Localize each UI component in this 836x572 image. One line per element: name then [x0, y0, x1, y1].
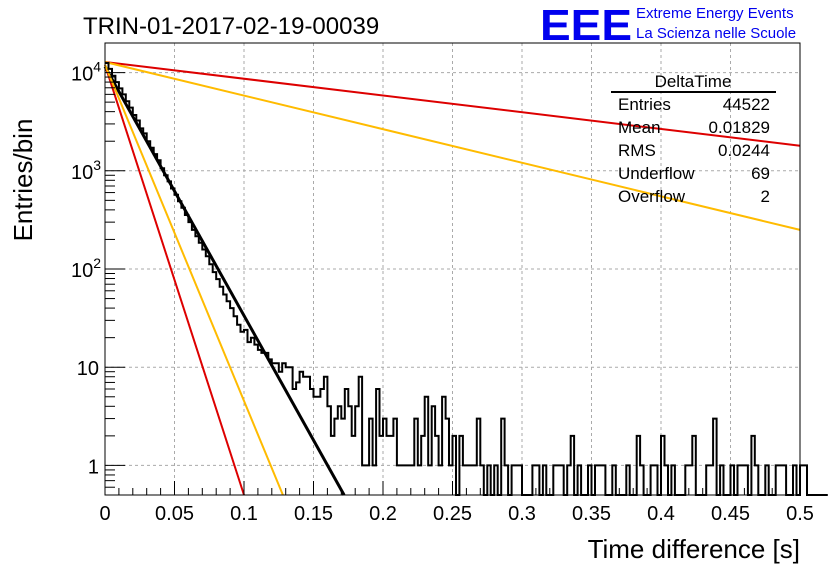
y-tick-label: 103: [71, 157, 101, 184]
grid: [105, 43, 800, 495]
x-axis-label: Time difference [s]: [588, 534, 800, 564]
y-tick-label: 10: [77, 358, 99, 380]
fit-curves: [103, 61, 801, 496]
histogram-outline: [105, 62, 828, 496]
fit-curve-4: [104, 61, 801, 147]
y-tick-labels: 1 10 102 103 104: [71, 59, 101, 479]
x-tick-label: 0.2: [369, 503, 397, 525]
run-title: TRIN-01-2017-02-19-00039: [83, 13, 379, 40]
x-tick-label: 0.35: [572, 503, 611, 525]
logo-line2: La Scienza nelle Scuole: [636, 25, 796, 42]
stats-row-value: 0.01829: [709, 118, 770, 137]
stats-title: DeltaTime: [655, 72, 732, 91]
fit-curve-3: [104, 64, 284, 496]
logo-line1: Extreme Energy Events: [636, 5, 794, 22]
stats-row-value: 2: [761, 187, 770, 206]
axis-ticks: [104, 42, 801, 496]
stats-row-value: 44522: [723, 95, 770, 114]
fit-curve-2: [104, 64, 245, 496]
stats-row-label: Mean: [618, 118, 661, 137]
histogram: [105, 62, 828, 496]
x-tick-label: 0.45: [711, 503, 750, 525]
x-tick-label: 0.3: [508, 503, 536, 525]
stats-row-value: 69: [751, 164, 770, 183]
y-tick-label: 1: [88, 456, 99, 478]
fit-curve-1: [103, 65, 346, 496]
eee-logo: EEE: [540, 1, 632, 50]
x-tick-label: 0.05: [155, 503, 194, 525]
stats-row-value: 0.0244: [718, 141, 770, 160]
stats-row-label: Underflow: [618, 164, 695, 183]
y-axis-label: Entries/bin: [8, 119, 38, 242]
stats-row-label: RMS: [618, 141, 656, 160]
stats-row-label: Overflow: [618, 187, 686, 206]
stats-rows: Entries 44522 Mean 0.01829 RMS 0.0244 Underflo…: [618, 95, 770, 206]
x-tick-label: 0.1: [230, 503, 258, 525]
fit-curve-5: [104, 61, 801, 231]
y-tick-label: 102: [71, 255, 101, 282]
x-tick-label: 0.4: [647, 503, 675, 525]
stats-box: DeltaTime Entries 44522 Mean 0.01829 RMS 0.02…: [611, 72, 776, 206]
x-tick-label: 0.15: [294, 503, 333, 525]
y-tick-label: 104: [71, 59, 101, 86]
plot-area: 0 0.05 0.1 0.15 0.2 0.25 0.3 0.35 0.4 0.45 0.5 1 10…: [71, 42, 828, 525]
stats-row-label: Entries: [618, 95, 671, 114]
x-tick-label: 0.25: [433, 503, 472, 525]
x-tick-label: 0: [99, 503, 110, 525]
x-tick-label: 0.5: [786, 503, 814, 525]
x-tick-labels: 0 0.05 0.1 0.15 0.2 0.25 0.3 0.35 0.4 0.45 0.5: [99, 503, 813, 525]
